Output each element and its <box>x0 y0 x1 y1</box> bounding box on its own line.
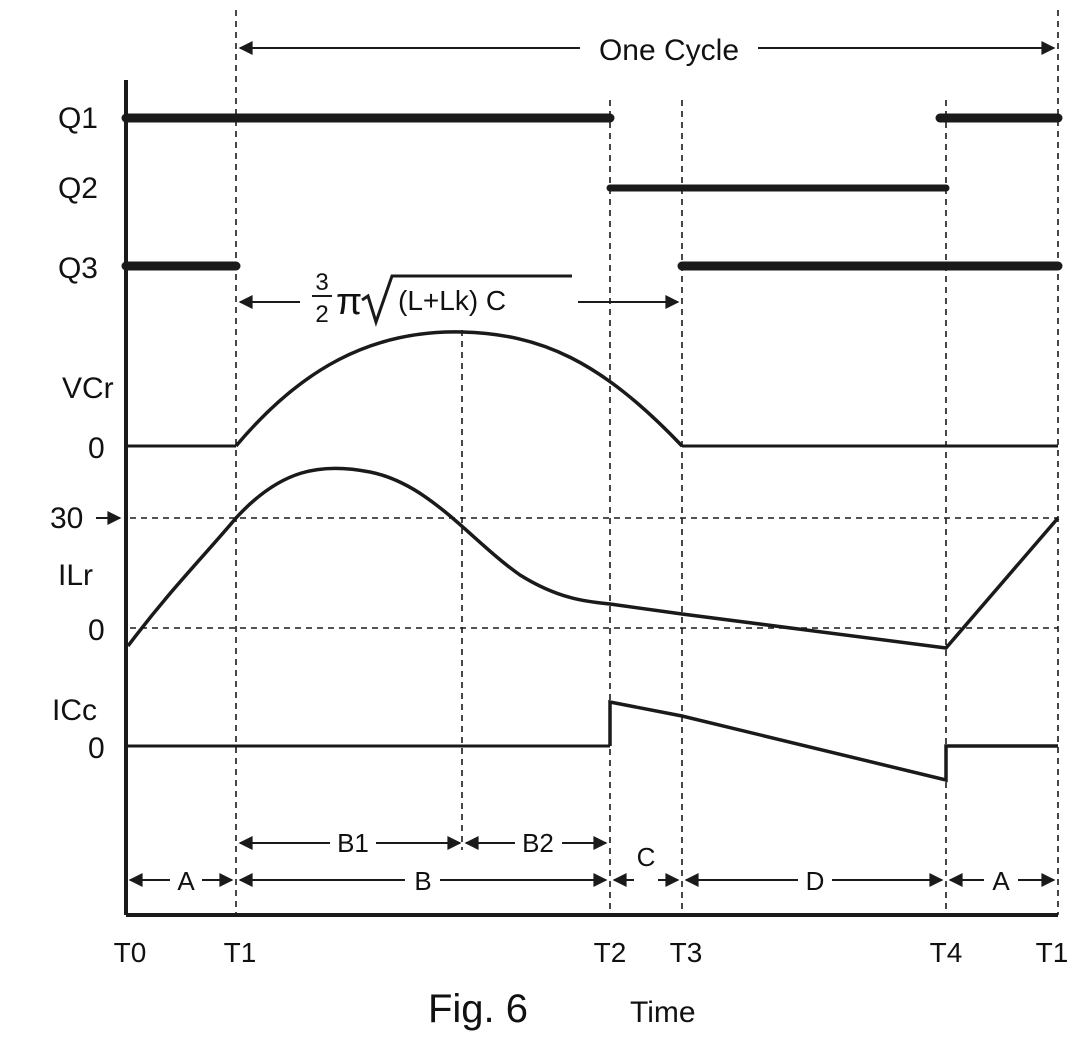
icc-waveform <box>608 699 1058 783</box>
q3-label: Q3 <box>58 252 98 285</box>
formula-radicand: (L+Lk) C <box>398 285 506 316</box>
b-label: B <box>414 866 431 896</box>
a-end-label: A <box>992 866 1010 896</box>
time-axis-label: Time <box>630 996 696 1029</box>
ilr-label: ILr <box>58 559 93 592</box>
t0-label: T0 <box>114 937 147 968</box>
ilr-zero-label: 0 <box>88 614 105 647</box>
d-label: D <box>806 866 825 896</box>
ilr-waveform <box>126 466 1060 650</box>
vcr-resonant-waveform <box>234 330 684 448</box>
c-label: C <box>637 842 656 872</box>
formula-denominator: 2 <box>315 301 328 328</box>
formula-numerator: 3 <box>315 269 328 296</box>
one-cycle-label: One Cycle <box>599 34 739 67</box>
vcr-zero-label: 0 <box>88 432 105 465</box>
b1-label: B1 <box>337 828 369 858</box>
q2-label: Q2 <box>58 172 98 205</box>
figure-caption: Fig. 6 <box>428 987 528 1031</box>
t1-label: T1 <box>224 937 257 968</box>
a-start-label: A <box>177 866 195 896</box>
vcr-label: VCr <box>62 372 114 405</box>
icc-label: ICc <box>52 694 97 727</box>
t1-end-label: T1 <box>1036 937 1069 968</box>
q1-label: Q1 <box>58 102 98 135</box>
t2-label: T2 <box>594 937 627 968</box>
b2-label: B2 <box>522 828 554 858</box>
icc-zero-label: 0 <box>88 732 105 765</box>
t3-label: T3 <box>670 937 703 968</box>
t4-label: T4 <box>930 937 963 968</box>
formula-pi: π <box>336 281 362 323</box>
ilr-level-label: 30 <box>50 502 83 535</box>
formula-radical-sign <box>361 274 572 327</box>
